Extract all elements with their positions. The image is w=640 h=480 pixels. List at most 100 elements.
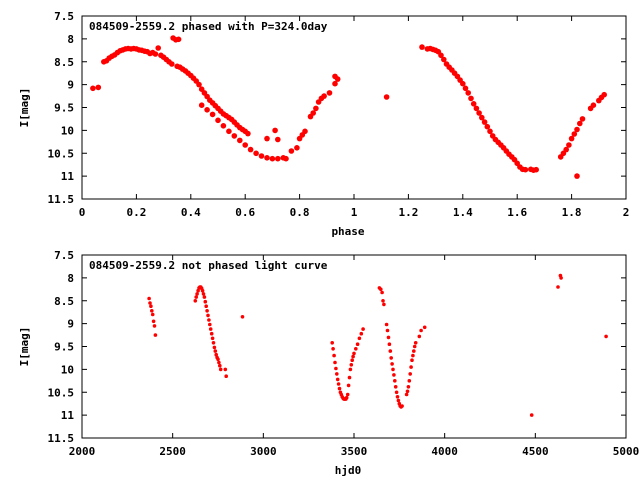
data-point [412,349,416,353]
data-point [563,146,569,153]
data-point [479,114,485,121]
y-axis-label: I[mag] [18,327,31,367]
data-point [481,119,488,125]
data-point [217,360,221,365]
data-point [417,334,422,339]
data-point [386,335,391,340]
data-point [396,398,401,403]
data-point [390,362,394,366]
data-point [379,287,383,292]
data-point [419,328,423,333]
data-point [155,45,161,51]
data-point [153,333,158,337]
data-point [152,324,157,328]
data-point [468,95,474,102]
data-point [568,135,575,142]
data-point [272,127,278,134]
data-point [331,347,335,351]
data-point [196,288,200,293]
data-point [344,395,349,400]
data-point [406,385,411,389]
y-tick-label: 9.5 [54,341,74,354]
data-point [330,341,335,345]
data-point [231,133,238,139]
x-tick-label: 0.2 [126,206,146,219]
data-point [205,309,209,313]
data-point [224,374,228,379]
data-point [332,73,338,80]
y-tick-label: 10.5 [48,386,75,399]
data-point [148,301,152,305]
data-point [275,155,281,162]
x-axis-label: hjd0 [335,464,362,477]
data-point [210,336,215,341]
data-point [209,331,214,336]
data-point [351,354,355,359]
data-point [462,85,469,92]
x-tick-label: 2 [623,206,630,219]
data-point [226,128,232,135]
data-point [383,94,390,100]
data-point [220,123,227,129]
data-point [579,116,586,122]
data-point [147,296,151,301]
data-point [381,299,385,303]
data-point [388,349,393,353]
chart-panel-1: 0 0.2 0.4 0.6 0.8 1 1.2 1.4 1.6 1.8 2 7.5 8 8.5 9 9.5 10… [18,10,629,238]
y-tick-label: 9 [67,318,74,331]
data-point [385,328,390,333]
data-point [577,120,583,127]
chart-title: 084509-2559.2 not phased light curve [89,259,328,272]
x-tick-label: 4500 [522,445,549,458]
data-point [393,379,397,383]
data-point [195,292,199,296]
x-tick-label: 1.6 [507,206,527,219]
data-point [574,173,580,179]
y-tick-label: 10 [61,124,74,137]
data-point [337,386,342,391]
x-tick-label: 0.4 [181,206,201,219]
plot-frame [81,254,627,439]
x-tick-label: 3000 [250,445,277,458]
data-point [336,382,341,386]
data-point [413,341,418,345]
data-point [380,290,384,295]
x-tick-label: 1 [351,206,358,219]
data-point [208,322,212,327]
data-point [392,373,396,377]
data-point [460,80,466,87]
data-point [253,150,259,157]
data-point [326,90,333,96]
data-point [202,295,207,299]
data-point [198,102,205,108]
data-point [384,322,389,327]
data-point [556,285,560,289]
data-point [332,353,336,358]
data-point [169,61,175,67]
x-tick-label: 2500 [159,445,186,458]
data-point [200,288,205,293]
data-point [400,404,404,408]
data-point [352,351,356,356]
data-point [473,105,480,112]
y-tick-label: 11.5 [48,432,75,445]
x-tick-label: 0 [79,206,86,219]
data-point [590,102,597,108]
data-point [212,345,217,350]
chart-panel-2: 2000 2500 3000 3500 4000 4500 5000 7.5 8 8.5 9 9.5 1… [18,249,639,477]
data-point [441,56,447,63]
y-tick-label: 10 [61,363,74,376]
data-point [529,413,534,417]
data-point [245,130,251,137]
data-point [346,383,351,388]
data-point [214,352,218,357]
data-point [95,84,102,91]
x-tick-label: 4000 [431,445,458,458]
data-point [404,392,409,397]
data-point [194,295,198,299]
chart-title: 084509-2559.2 phased with P=324.0day [89,20,328,33]
data-point [313,105,319,112]
y-tick-label: 8 [67,272,74,285]
data-point [394,390,399,395]
data-point [211,341,216,345]
